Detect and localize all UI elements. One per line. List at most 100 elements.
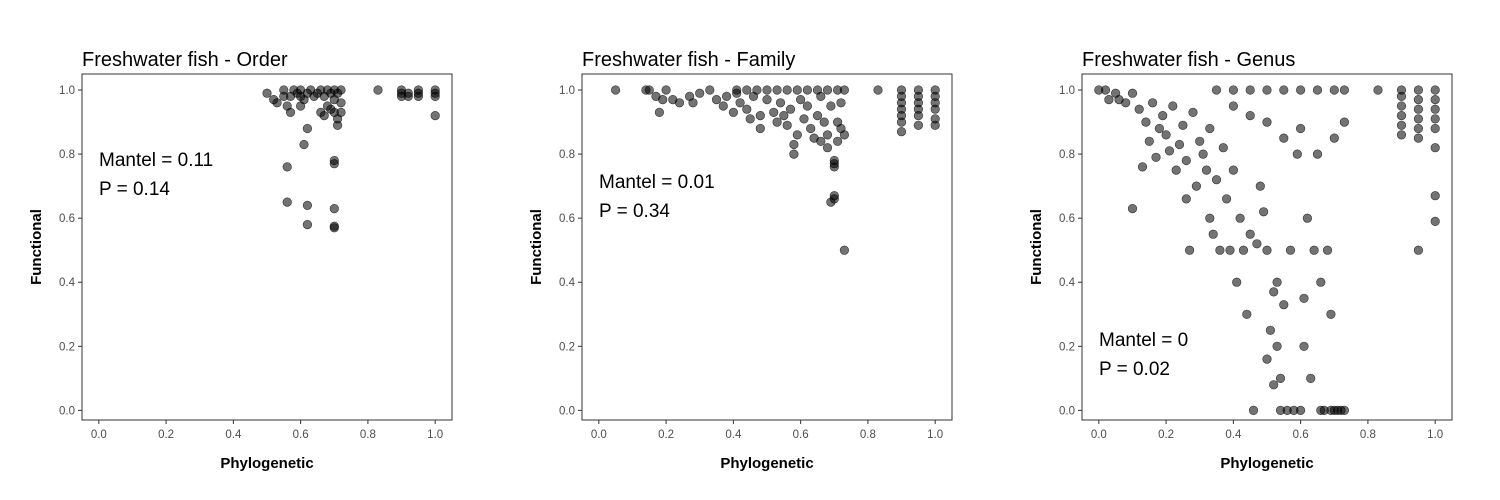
scatter-point xyxy=(1430,114,1440,124)
scatter-point xyxy=(822,85,833,95)
scatter-point xyxy=(661,85,671,95)
scatter-point xyxy=(1329,85,1339,95)
scatter-point xyxy=(403,91,413,101)
scatter-point xyxy=(1225,245,1235,255)
x-tick-label: 0.4 xyxy=(725,429,742,441)
scatter-point xyxy=(1413,245,1423,255)
scatter-point xyxy=(1279,133,1289,143)
scatter-point xyxy=(1211,175,1222,185)
scatter-point xyxy=(1413,85,1423,95)
scatter-point xyxy=(772,117,782,127)
scatter-point xyxy=(1373,85,1383,95)
scatter-point xyxy=(1269,380,1279,390)
scatter-point xyxy=(1312,149,1323,159)
scatter-point xyxy=(329,159,339,169)
scatter-point xyxy=(302,123,313,134)
scatter-point xyxy=(1326,309,1336,319)
scatter-point xyxy=(829,162,839,172)
scatter-point xyxy=(742,85,752,95)
scatter-point xyxy=(1279,300,1289,310)
scatter-point xyxy=(1295,405,1306,416)
x-tick-label: 1.0 xyxy=(1427,429,1443,441)
panel-order: Freshwater fish - Order Phylogenetic Fun… xyxy=(28,49,453,472)
points-layer xyxy=(262,85,440,233)
scatter-point xyxy=(1178,120,1188,130)
scatter-point xyxy=(336,107,346,117)
scatter-point xyxy=(1164,146,1175,156)
scatter-point xyxy=(329,221,339,231)
scatter-point xyxy=(1141,117,1151,127)
scatter-point xyxy=(333,120,343,130)
y-axis-title: Functional xyxy=(28,209,45,285)
y-tick-label: 1.0 xyxy=(59,85,75,97)
scatter-point xyxy=(755,123,765,134)
scatter-point xyxy=(832,136,843,146)
scatter-point xyxy=(1215,245,1225,255)
y-tick-label: 0.2 xyxy=(1059,341,1075,353)
scatter-point xyxy=(792,85,802,95)
scatter-point xyxy=(1302,213,1312,223)
scatter-point xyxy=(1430,94,1440,105)
scatter-point xyxy=(1396,120,1407,130)
scatter-point xyxy=(812,85,823,95)
scatter-point xyxy=(1339,405,1349,416)
x-tick-label: 0.6 xyxy=(293,429,309,441)
scatter-point xyxy=(1218,143,1228,153)
y-tick-label: 0.2 xyxy=(559,341,575,353)
scatter-point xyxy=(1151,152,1161,162)
x-tick-label: 0.0 xyxy=(91,429,107,441)
scatter-point xyxy=(674,98,685,108)
x-tick-label: 0.6 xyxy=(793,429,809,441)
scatter-point xyxy=(839,130,850,140)
scatter-point xyxy=(1211,85,1222,95)
scatter-point xyxy=(913,110,924,121)
scatter-point xyxy=(795,94,806,105)
scatter-point xyxy=(1134,104,1144,114)
scatter-point xyxy=(1205,213,1215,223)
scatter-point xyxy=(826,101,836,111)
scatter-point xyxy=(1161,130,1171,140)
scatter-point xyxy=(1252,239,1262,249)
scatter-point xyxy=(1191,181,1201,191)
p-value-annotation: P = 0.14 xyxy=(99,179,170,200)
scatter-point xyxy=(1221,194,1232,204)
scatter-point xyxy=(1195,136,1205,146)
x-tick-label: 1.0 xyxy=(927,429,943,441)
scatter-point xyxy=(836,98,846,108)
scatter-point xyxy=(329,94,339,105)
scatter-point xyxy=(285,107,296,117)
y-tick-label: 0.2 xyxy=(59,341,75,353)
scatter-point xyxy=(772,85,782,95)
scatter-point xyxy=(1430,216,1440,226)
scatter-point xyxy=(302,200,313,210)
y-tick-label: 1.0 xyxy=(1059,85,1075,97)
scatter-point xyxy=(1144,136,1154,146)
points-layer xyxy=(610,85,940,255)
p-value-annotation: P = 0.02 xyxy=(1099,359,1170,380)
mantel-annotation: Mantel = 0.11 xyxy=(99,150,213,171)
y-tick-label: 0.6 xyxy=(59,213,75,225)
scatter-point xyxy=(282,197,292,207)
scatter-point xyxy=(752,85,762,95)
scatter-point xyxy=(658,94,668,105)
scatter-point xyxy=(762,85,772,95)
scatter-point xyxy=(1322,245,1333,255)
scatter-point xyxy=(654,107,665,117)
scatter-point xyxy=(430,110,440,121)
y-axis-title: Functional xyxy=(528,209,545,285)
scatter-point xyxy=(1258,207,1269,217)
scatter-point xyxy=(816,136,826,146)
scatter-point xyxy=(705,85,715,95)
scatter-point xyxy=(610,85,621,95)
scatter-point xyxy=(1339,85,1349,95)
scatter-point xyxy=(319,110,329,121)
mantel-annotation: Mantel = 0.01 xyxy=(599,172,715,193)
scatter-point xyxy=(695,88,705,98)
scatter-point xyxy=(1235,213,1245,223)
scatter-point xyxy=(1147,98,1158,108)
scatter-point xyxy=(1430,85,1440,95)
scatter-point xyxy=(644,85,654,95)
scatter-point xyxy=(296,101,306,111)
scatter-point xyxy=(732,85,742,95)
scatter-point xyxy=(1158,110,1168,121)
